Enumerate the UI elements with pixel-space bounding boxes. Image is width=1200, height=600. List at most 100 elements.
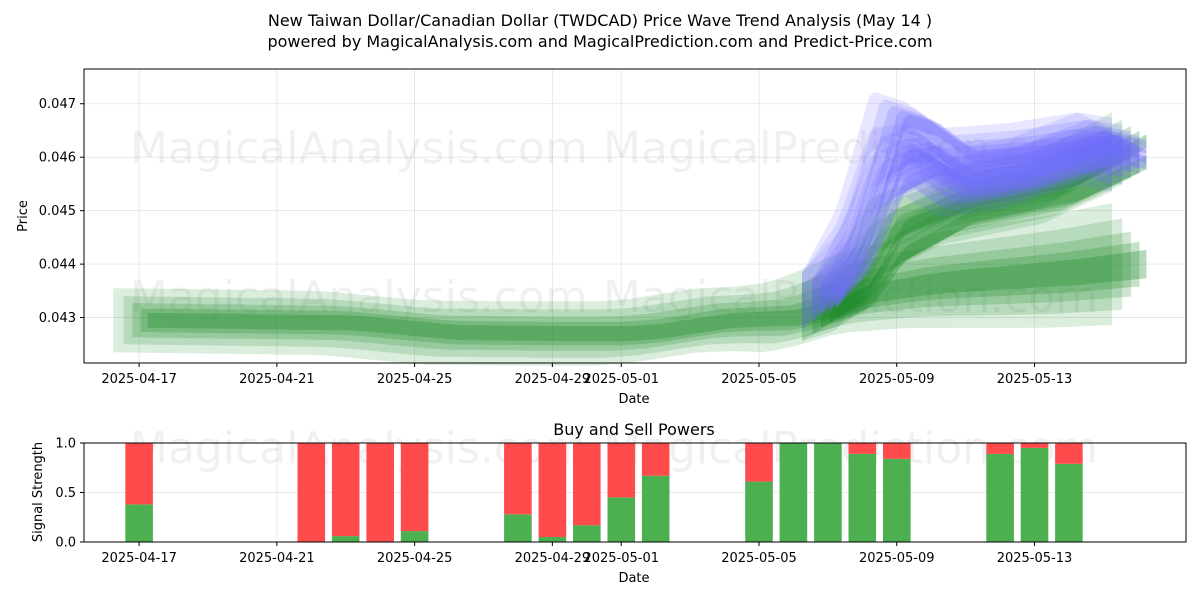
chart-subtitle: powered by MagicalAnalysis.com and Magic… — [267, 32, 932, 51]
buy-bar — [1055, 463, 1083, 542]
buy-sell-y-tick-label: 0.0 — [55, 536, 76, 551]
buy-sell-y-tick-label: 1.0 — [55, 437, 76, 452]
buy-sell-y-axis-label: Signal Strength — [31, 442, 46, 542]
wave-band-1-0 — [802, 133, 1112, 342]
wave-band-4-4 — [836, 135, 1147, 309]
buy-sell-plot: Buy and Sell Powers MagicalAnalysis.com … — [31, 420, 1187, 586]
chart-title: New Taiwan Dollar/Canadian Dollar (TWDCA… — [268, 11, 932, 30]
price-x-tick-label: 2025-05-05 — [721, 372, 797, 387]
price-y-ticks: 0.043 0.044 0.045 0.046 0.047 — [39, 97, 84, 326]
buy-sell-x-ticks: 2025-04-17 2025-04-21 2025-04-25 2025-04-29… — [101, 542, 1072, 566]
wave-band-1-1 — [812, 140, 1123, 334]
wave-band-5-0 — [802, 128, 1112, 331]
buy-sell-y-ticks: 0.0 0.5 1.0 — [55, 437, 84, 551]
wave-band-1-3 — [829, 152, 1140, 323]
buy-sell-x-tick-label: 2025-04-21 — [239, 551, 315, 566]
sell-bar — [573, 443, 601, 526]
wave-band-3-3 — [829, 110, 1140, 313]
buy-sell-title: Buy and Sell Powers — [553, 420, 715, 439]
wave-band-2-2 — [821, 125, 1131, 328]
wave-band-0-3 — [140, 241, 1140, 346]
buy-bar — [331, 536, 360, 542]
wave-band-4-0 — [802, 113, 1112, 331]
sell-bar — [745, 443, 773, 482]
wave-band-5-4 — [836, 151, 1147, 309]
wave-band-4-2 — [821, 126, 1131, 317]
wave-band-1-4 — [836, 155, 1147, 319]
buy-bar — [1020, 447, 1049, 542]
price-y-tick-label: 0.047 — [39, 97, 76, 112]
wave-band-0-2 — [132, 231, 1131, 351]
buy-sell-x-tick-label: 2025-05-13 — [997, 551, 1073, 566]
buy-bar — [607, 497, 636, 542]
sell-bar — [400, 443, 429, 532]
wave-band-2-1 — [812, 119, 1123, 334]
wave-band-1-2 — [821, 147, 1131, 328]
price-plot-watermarks: MagicalAnalysis.com MagicalPrediction.co… — [130, 123, 1098, 323]
wave-band-3-4 — [836, 114, 1147, 309]
wave-band-0-1 — [123, 218, 1123, 358]
buy-bar — [504, 514, 532, 542]
wave-band-0-0 — [113, 203, 1113, 366]
wave-band-5-3 — [829, 147, 1140, 313]
sell-bar — [1055, 443, 1083, 464]
price-x-tick-label: 2025-05-13 — [997, 372, 1073, 387]
buy-bar — [986, 453, 1014, 542]
wave-band-2-4 — [836, 134, 1147, 319]
price-y-tick-label: 0.043 — [39, 311, 76, 326]
price-x-tick-label: 2025-04-21 — [239, 372, 315, 387]
wave-band-2-3 — [829, 130, 1140, 323]
buy-sell-x-axis-label: Date — [618, 571, 649, 586]
buy-sell-x-tick-label: 2025-05-05 — [721, 551, 797, 566]
price-x-tick-label: 2025-05-01 — [583, 372, 659, 387]
wave-band-5-2 — [821, 142, 1131, 317]
price-x-tick-label: 2025-04-17 — [101, 372, 177, 387]
wave-band-2-0 — [802, 112, 1112, 342]
sell-bar — [641, 443, 670, 476]
buy-sell-x-tick-label: 2025-05-01 — [583, 551, 659, 566]
wave-band-5-1 — [812, 136, 1123, 324]
buy-bar — [814, 443, 842, 542]
buy-bar — [779, 443, 808, 542]
buy-bar — [883, 458, 911, 542]
price-plot-background — [84, 69, 1186, 363]
buy-bar — [125, 504, 153, 542]
price-plot-frame — [83, 68, 1187, 364]
sell-bar — [607, 443, 636, 498]
wave-band-4-1 — [812, 120, 1123, 324]
sell-bar — [538, 443, 567, 537]
price-y-axis-label: Price — [16, 200, 31, 232]
buy-bar — [848, 453, 877, 542]
price-wave-plot: MagicalAnalysis.com MagicalPrediction.co… — [16, 68, 1187, 407]
price-x-tick-label: 2025-05-09 — [859, 372, 935, 387]
watermark-analysis-mid: MagicalAnalysis.com — [130, 272, 588, 323]
buy-sell-x-tick-label: 2025-04-29 — [515, 551, 591, 566]
price-y-tick-label: 0.044 — [39, 258, 76, 273]
price-x-tick-label: 2025-04-29 — [515, 372, 591, 387]
buy-sell-bars — [125, 443, 1083, 542]
wave-band-4-3 — [829, 131, 1140, 313]
watermark-prediction-mid: MagicalPrediction.com — [603, 272, 1098, 323]
sell-bar — [1020, 443, 1049, 448]
buy-sell-x-tick-label: 2025-04-17 — [101, 551, 177, 566]
sell-bar — [297, 443, 326, 542]
sell-bar — [883, 443, 911, 459]
buy-bar — [538, 537, 567, 542]
buy-sell-x-tick-label: 2025-04-25 — [377, 551, 453, 566]
sell-bar — [331, 443, 360, 537]
buy-bar — [400, 531, 429, 542]
price-y-tick-label: 0.045 — [39, 204, 76, 219]
price-plot-grid — [84, 69, 1186, 363]
sell-bar — [848, 443, 877, 454]
watermark-analysis-top: MagicalAnalysis.com — [130, 123, 588, 174]
watermark-prediction-top: MagicalPrediction.com — [603, 123, 1098, 174]
buy-bar — [641, 475, 670, 542]
buy-bar — [745, 481, 773, 542]
price-x-ticks: 2025-04-17 2025-04-21 2025-04-25 2025-04-29… — [101, 363, 1072, 387]
price-y-tick-label: 0.046 — [39, 151, 76, 166]
price-x-axis-label: Date — [618, 392, 649, 407]
sell-bar — [986, 443, 1014, 454]
wave-band-3-1 — [812, 99, 1123, 324]
